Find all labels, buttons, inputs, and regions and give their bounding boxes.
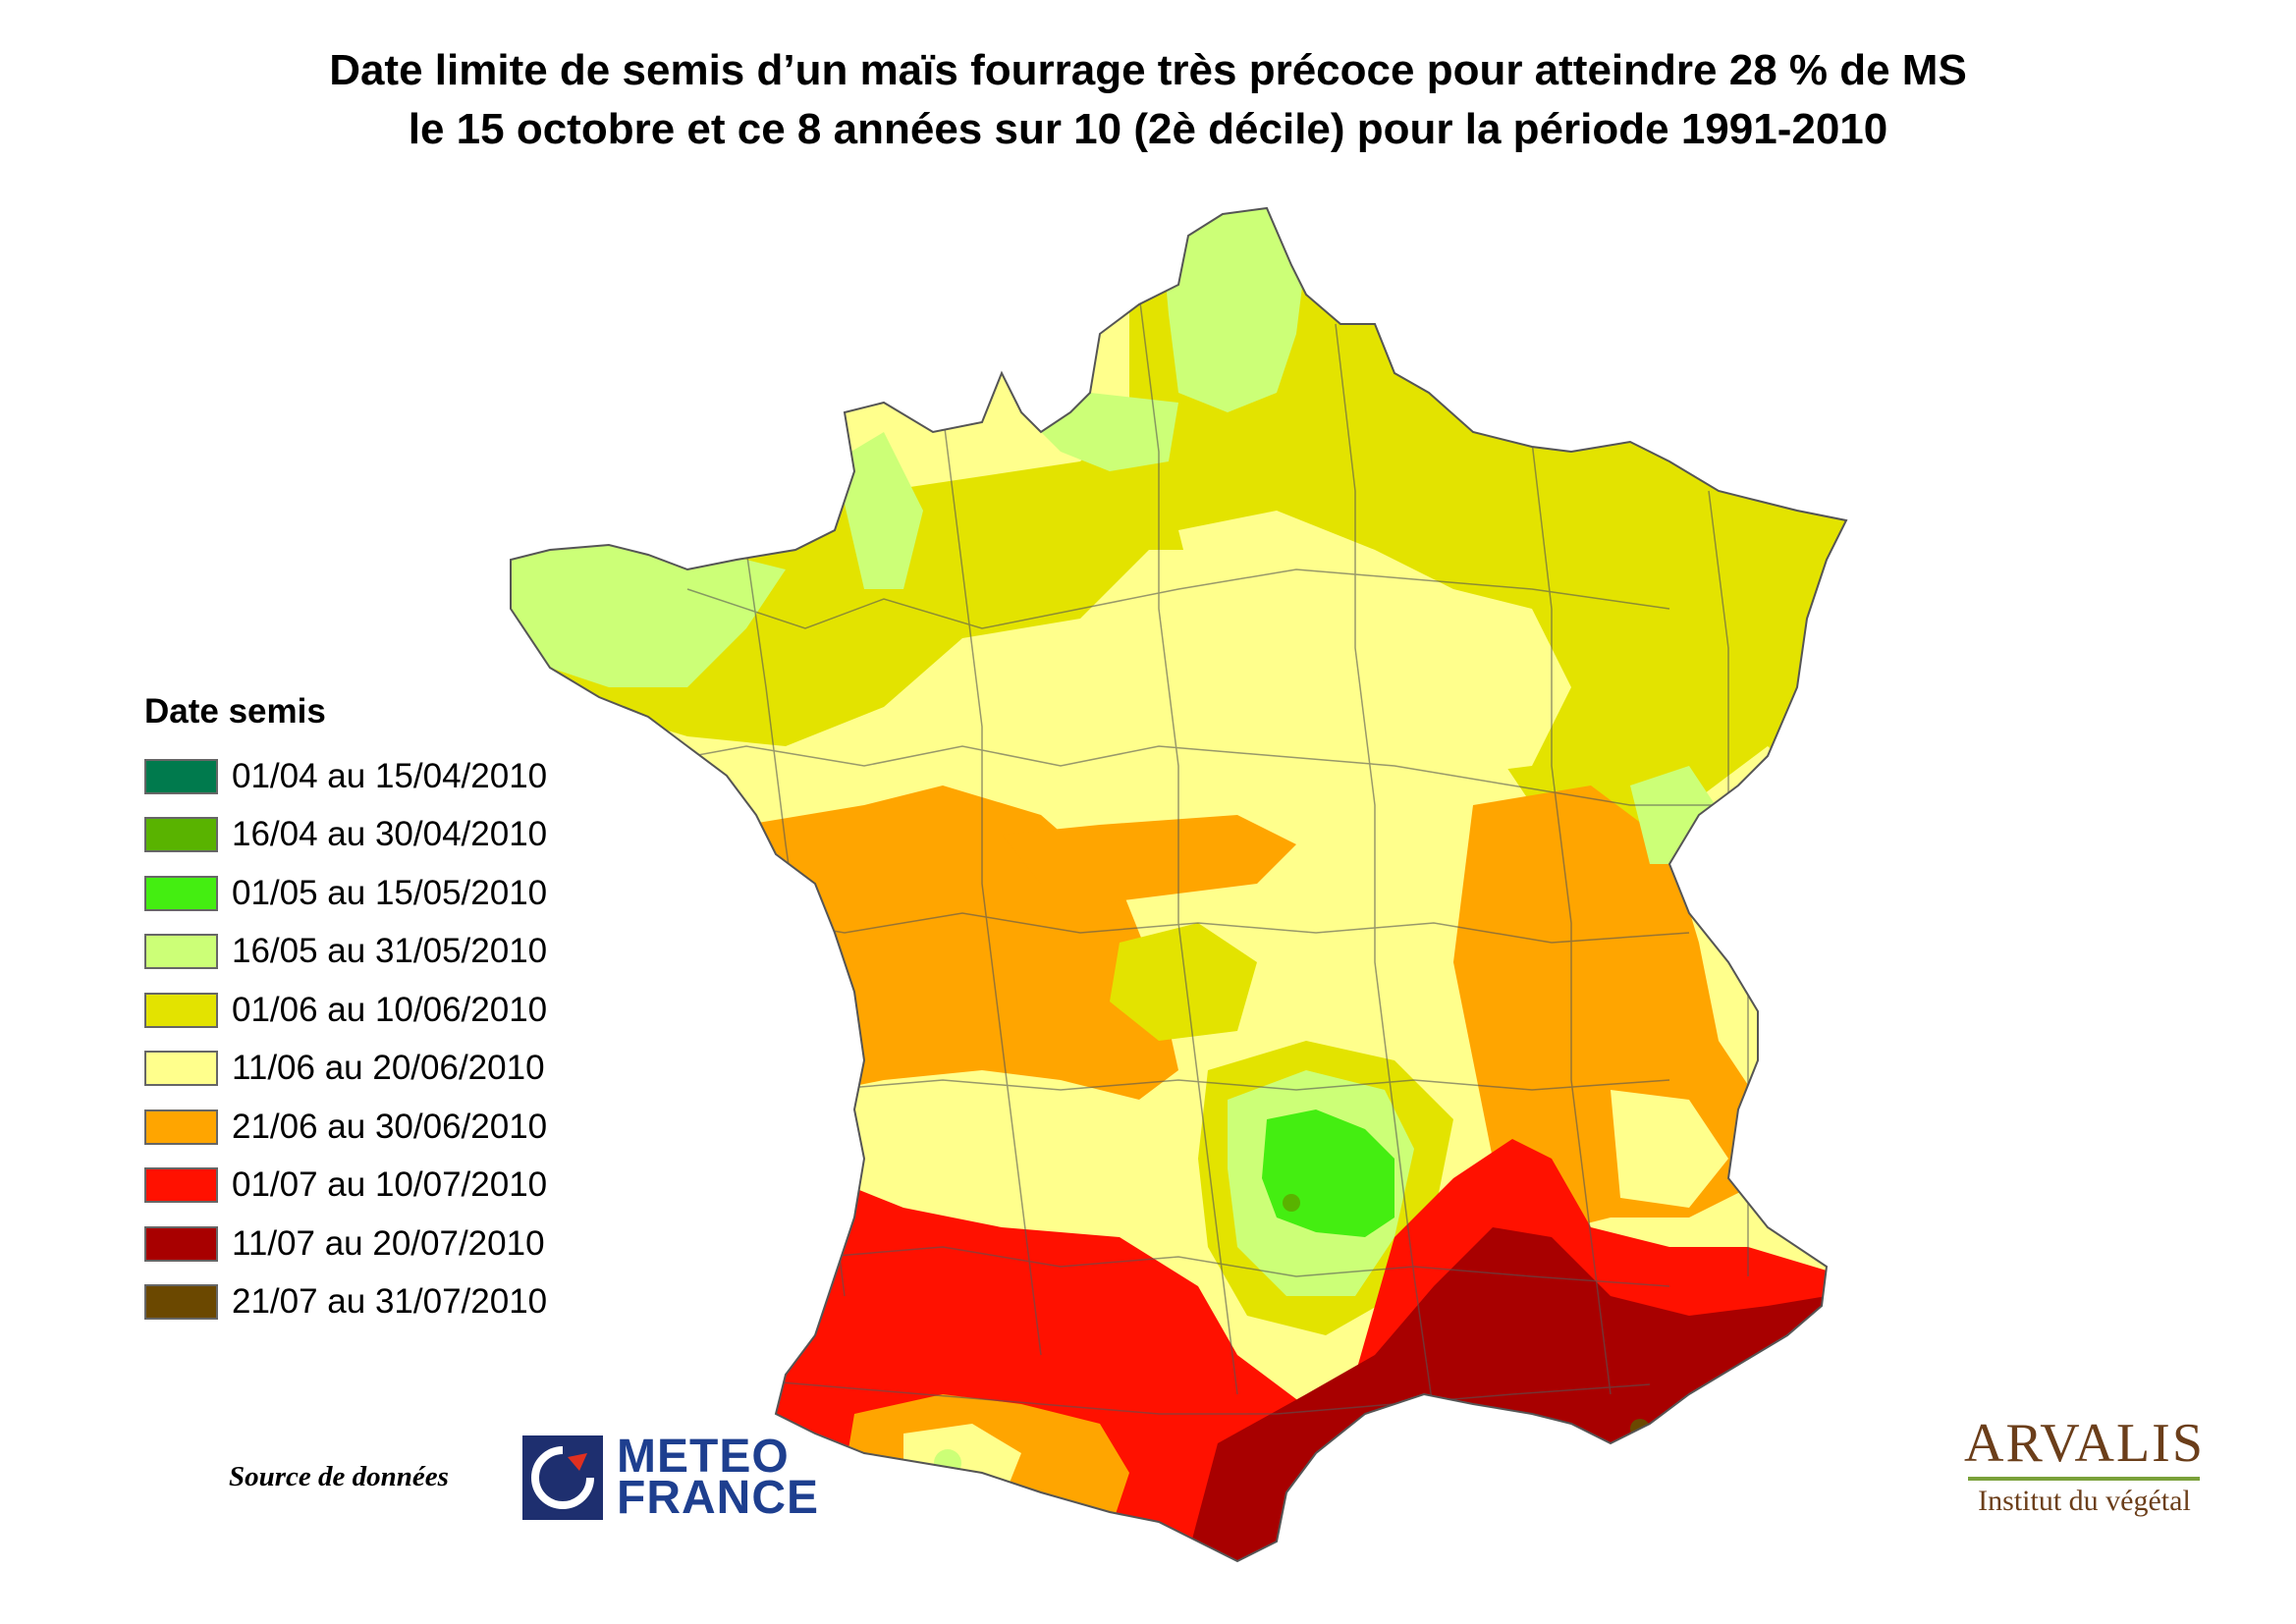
- legend-title: Date semis: [144, 692, 326, 731]
- legend-swatch: [144, 875, 218, 911]
- legend-item: 01/05 au 15/05/2010: [144, 864, 547, 923]
- map-legend: Date semis 01/04 au 15/04/2010 16/04 au 3…: [144, 692, 547, 1331]
- meteo-france-emblem-icon: [522, 1435, 603, 1520]
- meteo-text-line2: FRANCE: [617, 1472, 819, 1524]
- legend-item: 11/07 au 20/07/2010: [144, 1215, 547, 1273]
- legend-swatch: [144, 758, 218, 794]
- meteo-text-line1: METEO: [617, 1431, 790, 1483]
- legend-swatch: [144, 992, 218, 1028]
- legend-swatch: [144, 817, 218, 853]
- legend-item: 16/05 au 31/05/2010: [144, 923, 547, 982]
- legend-label: 01/05 au 15/05/2010: [232, 873, 548, 912]
- legend-label: 21/07 au 31/07/2010: [232, 1282, 548, 1322]
- legend-label: 01/04 au 15/04/2010: [232, 756, 548, 795]
- legend-item: 11/06 au 20/06/2010: [144, 1040, 547, 1099]
- legend-swatch: [144, 1051, 218, 1087]
- arvalis-underline: [1968, 1477, 2201, 1481]
- legend-label: 01/07 au 10/07/2010: [232, 1165, 548, 1205]
- meteo-france-logo: METEO FRANCE: [522, 1431, 819, 1524]
- map-title-line2: le 15 octobre et ce 8 années sur 10 (2è …: [408, 105, 1888, 153]
- legend-swatch: [144, 1109, 218, 1145]
- arvalis-subtitle: Institut du végétal: [1978, 1485, 2191, 1517]
- legend-label: 11/06 au 20/06/2010: [232, 1049, 545, 1088]
- legend-label: 16/05 au 31/05/2010: [232, 932, 548, 971]
- legend-label: 16/04 au 30/04/2010: [232, 815, 548, 854]
- legend-item: 21/06 au 30/06/2010: [144, 1098, 547, 1157]
- map-title-line1: Date limite de semis d’un maïs fourrage …: [329, 46, 1967, 94]
- data-source-label: Source de données: [229, 1461, 449, 1492]
- legend-swatch: [144, 1167, 218, 1204]
- legend-item: 21/07 au 31/07/2010: [144, 1273, 547, 1332]
- map-title: Date limite de semis d’un maïs fourrage …: [0, 41, 2296, 159]
- legend-label: 01/06 au 10/06/2010: [232, 990, 548, 1029]
- legend-item: 16/04 au 30/04/2010: [144, 806, 547, 865]
- arvalis-name: ARVALIS: [1964, 1413, 2205, 1474]
- legend-item: 01/04 au 15/04/2010: [144, 747, 547, 806]
- legend-label: 11/07 au 20/07/2010: [232, 1223, 545, 1263]
- legend-swatch: [144, 1284, 218, 1321]
- legend-swatch: [144, 934, 218, 970]
- arvalis-logo: ARVALIS Institut du végétal: [1964, 1412, 2205, 1518]
- legend-item: 01/06 au 10/06/2010: [144, 981, 547, 1040]
- legend-label: 21/06 au 30/06/2010: [232, 1107, 548, 1146]
- legend-item: 01/07 au 10/07/2010: [144, 1157, 547, 1216]
- legend-swatch: [144, 1225, 218, 1262]
